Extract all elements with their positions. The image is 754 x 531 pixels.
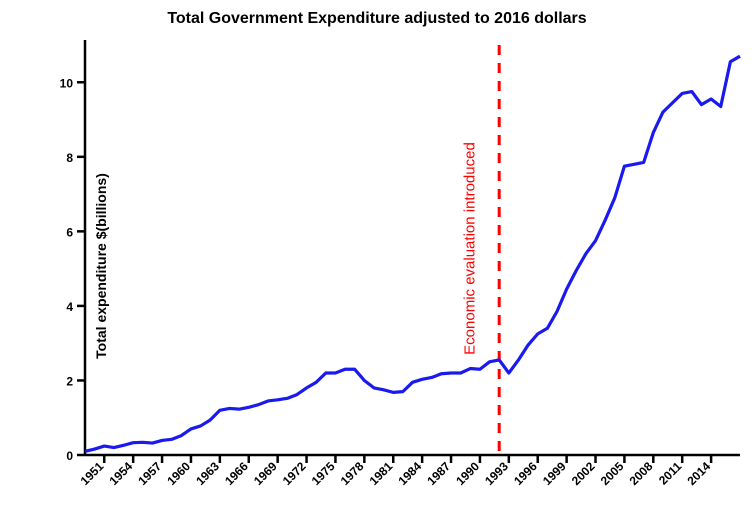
svg-text:2011: 2011 <box>656 459 685 488</box>
svg-text:10: 10 <box>60 76 74 90</box>
svg-text:2002: 2002 <box>569 459 598 488</box>
annotation-text: Economic evaluation introduced <box>461 139 478 359</box>
svg-text:2014: 2014 <box>684 459 713 488</box>
svg-text:1966: 1966 <box>222 459 251 488</box>
svg-text:1981: 1981 <box>367 459 396 488</box>
svg-text:1957: 1957 <box>135 459 164 488</box>
svg-text:6: 6 <box>66 225 73 239</box>
svg-text:8: 8 <box>66 151 73 165</box>
svg-text:2: 2 <box>66 374 73 388</box>
svg-text:0: 0 <box>66 449 73 463</box>
svg-text:1993: 1993 <box>482 459 511 488</box>
svg-text:1975: 1975 <box>309 459 338 488</box>
chart-canvas: 0246810195119541957196019631966196919721… <box>0 0 754 531</box>
svg-text:1972: 1972 <box>280 459 309 488</box>
svg-text:1969: 1969 <box>251 459 280 488</box>
svg-text:1990: 1990 <box>453 459 482 488</box>
svg-text:4: 4 <box>66 300 73 314</box>
svg-text:1984: 1984 <box>395 459 424 488</box>
svg-text:1951: 1951 <box>78 459 107 488</box>
svg-text:1987: 1987 <box>424 459 453 488</box>
svg-text:2005: 2005 <box>598 459 627 488</box>
svg-text:1978: 1978 <box>338 459 367 488</box>
svg-text:1960: 1960 <box>164 459 193 488</box>
svg-text:1954: 1954 <box>107 459 136 488</box>
svg-text:1996: 1996 <box>511 459 540 488</box>
svg-text:1999: 1999 <box>540 459 569 488</box>
svg-text:2008: 2008 <box>627 459 656 488</box>
svg-text:1963: 1963 <box>193 459 222 488</box>
